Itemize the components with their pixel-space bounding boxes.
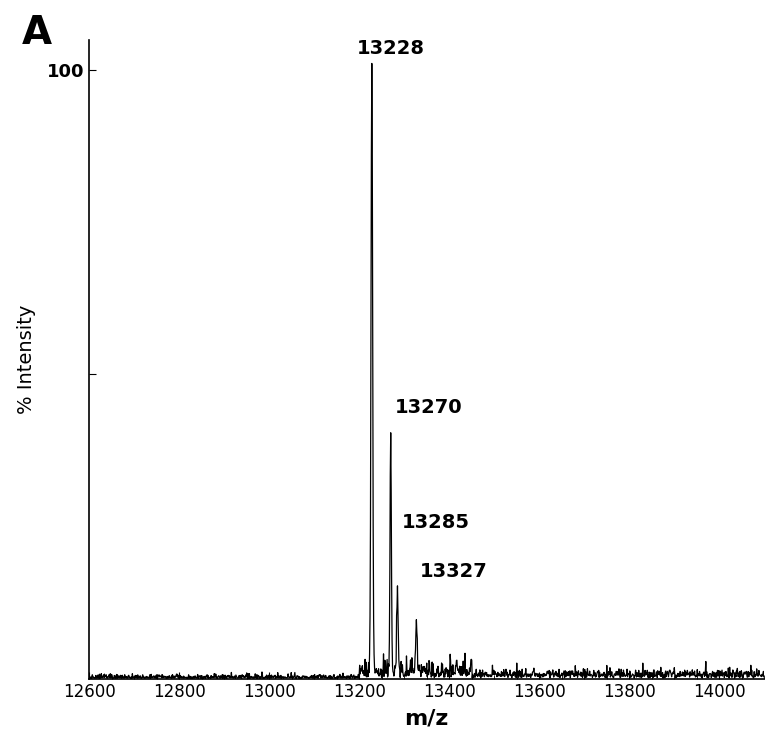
Text: 13327: 13327 (420, 562, 487, 581)
X-axis label: m/z: m/z (405, 708, 449, 729)
Text: 13228: 13228 (357, 39, 425, 58)
Text: 13270: 13270 (395, 398, 463, 417)
Y-axis label: % Intensity: % Intensity (16, 305, 36, 413)
Text: 13285: 13285 (402, 513, 470, 533)
Text: A: A (22, 14, 52, 52)
